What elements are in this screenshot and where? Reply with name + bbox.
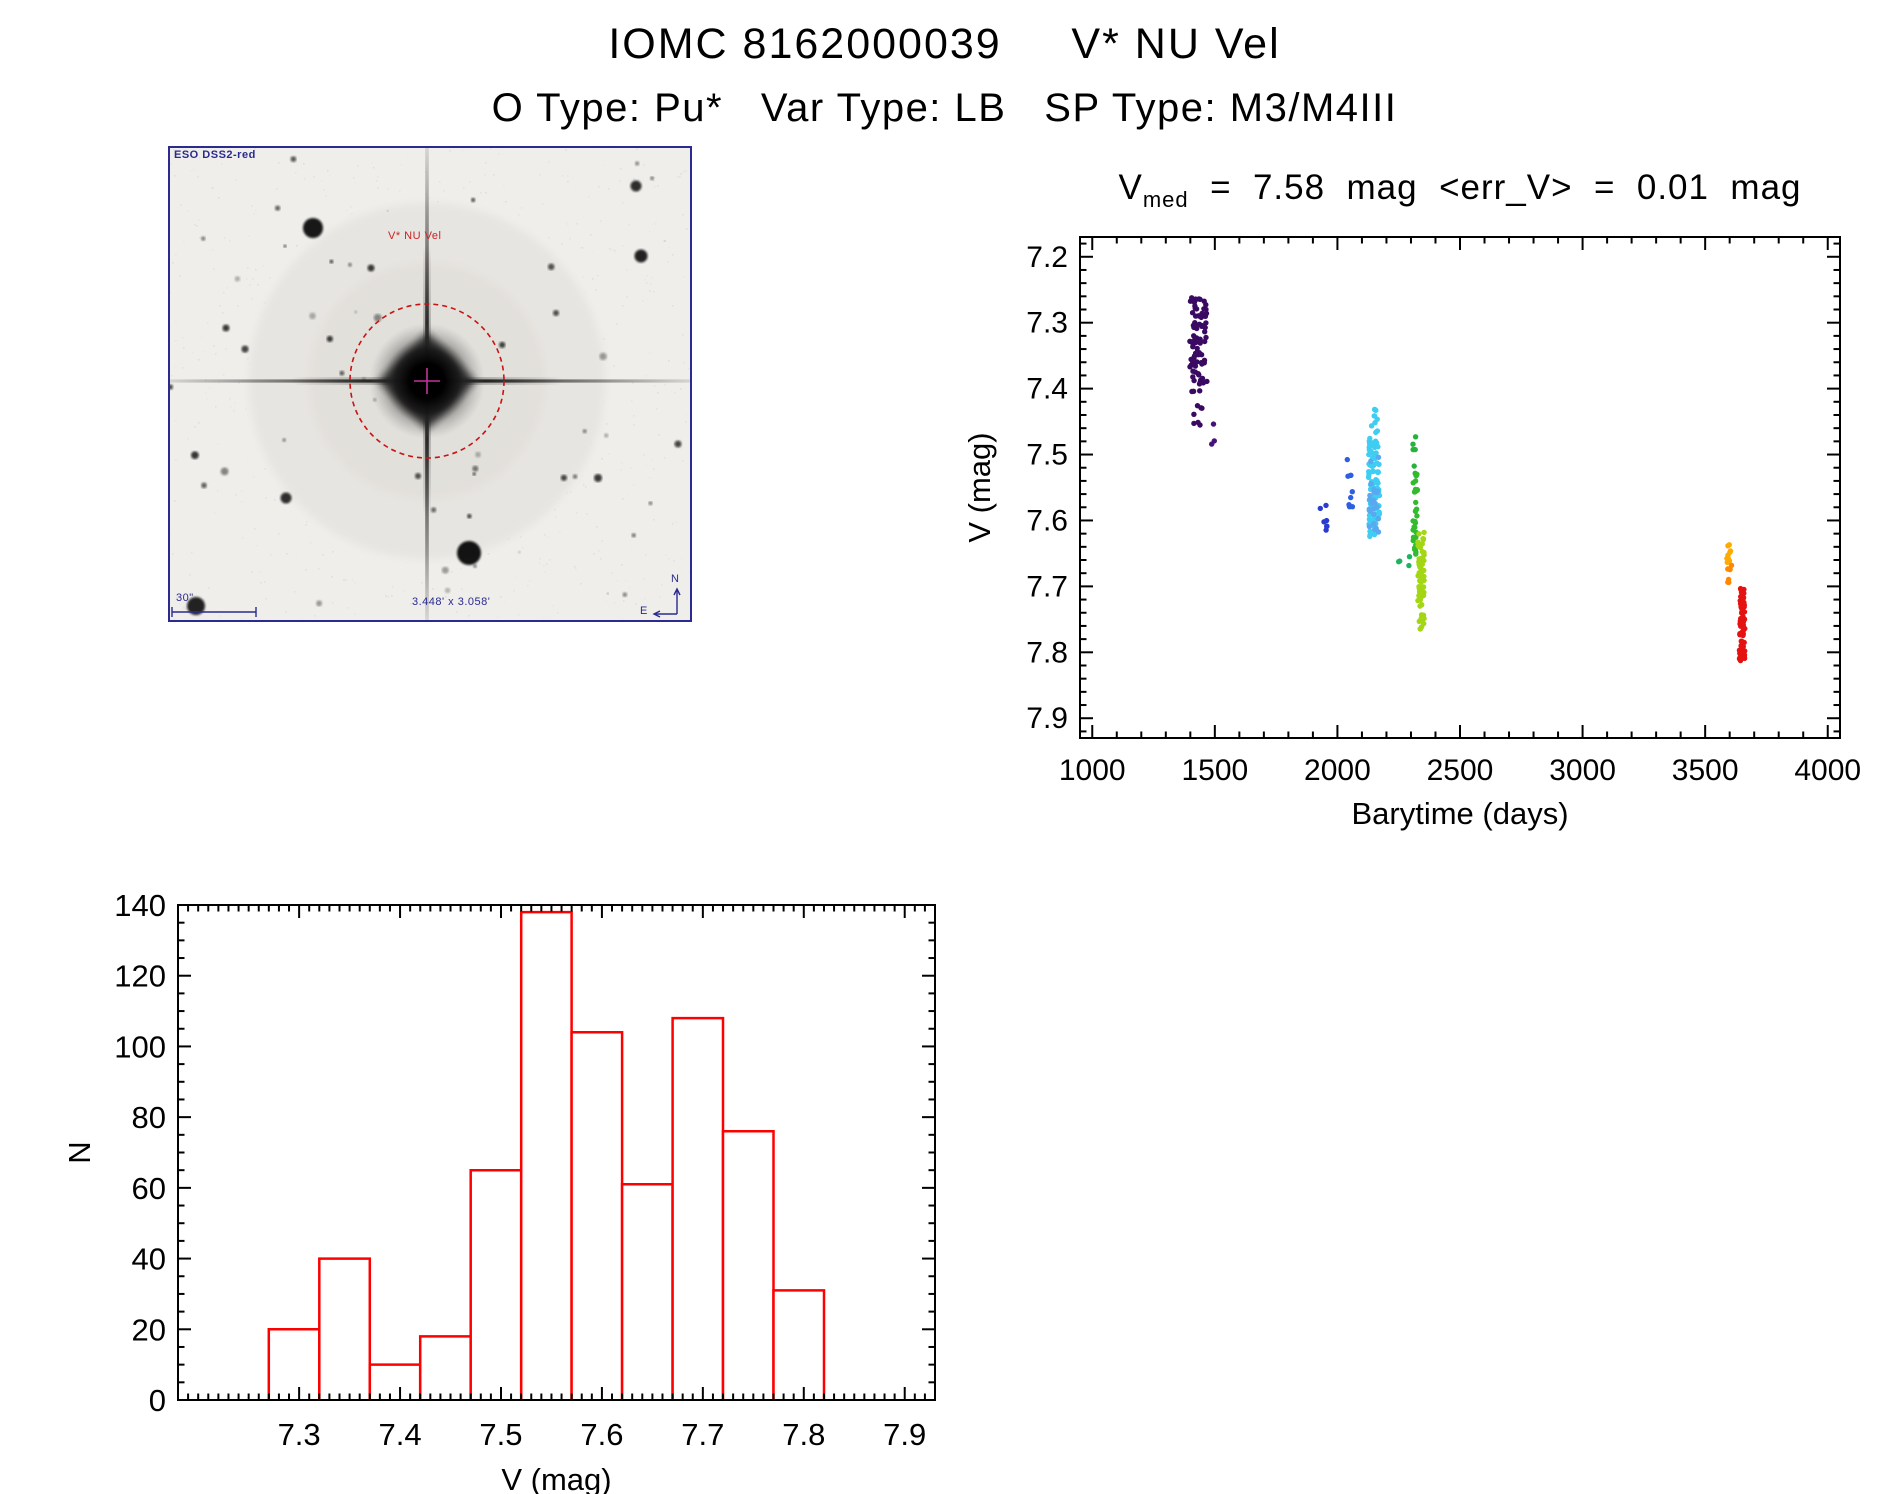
target-circle-annotation — [349, 303, 505, 459]
lightcurve-canvas: 1000 1500 2000 2500 3000 3500 4000 7.2 7.3 7.4 7.5… — [962, 236, 1861, 831]
x-tick-label: 2000 — [1304, 754, 1371, 787]
lightcurve-title: Vmed = 7.58 mag <err_V> = 0.01 mag — [1070, 168, 1850, 213]
histogram-plot: 7.3 7.4 7.5 7.6 7.7 7.8 7.9 0 20 40 60 80 100 120 140 V… — [60, 870, 960, 1494]
y-tick-label: 7.8 — [1026, 636, 1068, 669]
x-tick-label: 7.3 — [278, 1417, 321, 1452]
scale-bar — [171, 607, 257, 617]
finder-star-label: V* NU Vel — [388, 230, 442, 242]
y-tick-label: 40 — [132, 1242, 166, 1277]
y-tick-label: 7.6 — [1026, 504, 1068, 537]
x-tick-label: 1500 — [1181, 754, 1248, 787]
page-title: IOMC 8162000039 V* NU Vel — [608, 20, 1281, 68]
y-tick-label: 20 — [132, 1312, 166, 1347]
x-tick-label: 3500 — [1672, 754, 1739, 787]
x-tick-label: 7.5 — [479, 1417, 522, 1452]
histogram-axis-labels: 7.3 7.4 7.5 7.6 7.7 7.8 7.9 0 20 40 60 80 100 120 140 V… — [62, 888, 926, 1494]
compass-north-label: N — [671, 573, 680, 585]
finder-chart: ESO DSS2-red V* NU Vel 30" 3.448' x 3.05… — [168, 146, 692, 622]
x-tick-label: 4000 — [1794, 754, 1861, 787]
compass-east-label: E — [640, 605, 648, 617]
vmed-symbol: V — [1118, 168, 1143, 207]
y-axis-label: V (mag) — [962, 432, 997, 542]
y-tick-label: 120 — [114, 959, 166, 994]
y-tick-label: 60 — [132, 1171, 166, 1206]
y-tick-label: 0 — [149, 1383, 166, 1418]
y-tick-label: 7.7 — [1026, 570, 1068, 603]
lightcurve-axis-labels: 1000 1500 2000 2500 3000 3500 4000 7.2 7.3 7.4 7.5… — [962, 241, 1861, 831]
x-tick-label: 7.6 — [580, 1417, 623, 1452]
y-tick-label: 7.5 — [1026, 439, 1068, 472]
compass — [652, 587, 681, 618]
y-tick-label: 80 — [132, 1100, 166, 1135]
page-subtitle: O Type: Pu* Var Type: LB SP Type: M3/M4I… — [491, 86, 1398, 130]
finder-scale-label: 30" — [176, 592, 194, 604]
y-tick-label: 7.3 — [1026, 307, 1068, 340]
histogram-canvas: 7.3 7.4 7.5 7.6 7.7 7.8 7.9 0 20 40 60 80 100 120 140 V… — [62, 888, 936, 1494]
x-tick-label: 7.8 — [782, 1417, 825, 1452]
vmed-subscript: med — [1142, 187, 1189, 212]
histogram-bars — [267, 910, 826, 1400]
axis-ticks — [1080, 237, 1840, 738]
x-tick-label: 3000 — [1549, 754, 1616, 787]
x-tick-label: 7.7 — [681, 1417, 724, 1452]
y-tick-label: 7.2 — [1026, 241, 1068, 274]
y-tick-label: 7.9 — [1026, 702, 1068, 735]
y-tick-label: 140 — [114, 888, 166, 923]
x-axis-label: Barytime (days) — [1351, 796, 1568, 831]
x-tick-label: 7.9 — [883, 1417, 926, 1452]
axis-ticks — [177, 904, 936, 1401]
finder-frame — [168, 146, 692, 622]
x-tick-label: 1000 — [1059, 754, 1126, 787]
y-axis-label: N — [62, 1141, 97, 1163]
vmed-value-text: = 7.58 mag <err_V> = 0.01 mag — [1188, 168, 1802, 207]
finder-sky-image — [168, 146, 692, 622]
lightcurve-plot: Vmed = 7.58 mag <err_V> = 0.01 mag 1000 1… — [950, 160, 1889, 835]
y-tick-label: 7.4 — [1026, 373, 1068, 406]
lightcurve-points — [1187, 295, 1748, 664]
finder-survey-label: ESO DSS2-red — [174, 149, 256, 161]
target-crosshair — [414, 368, 440, 394]
x-tick-label: 7.4 — [378, 1417, 421, 1452]
x-axis-label: V (mag) — [501, 1462, 611, 1494]
field-stars — [168, 156, 682, 615]
y-tick-label: 100 — [114, 1029, 166, 1064]
x-tick-label: 2500 — [1427, 754, 1494, 787]
finder-fov-label: 3.448' x 3.058' — [412, 596, 491, 608]
